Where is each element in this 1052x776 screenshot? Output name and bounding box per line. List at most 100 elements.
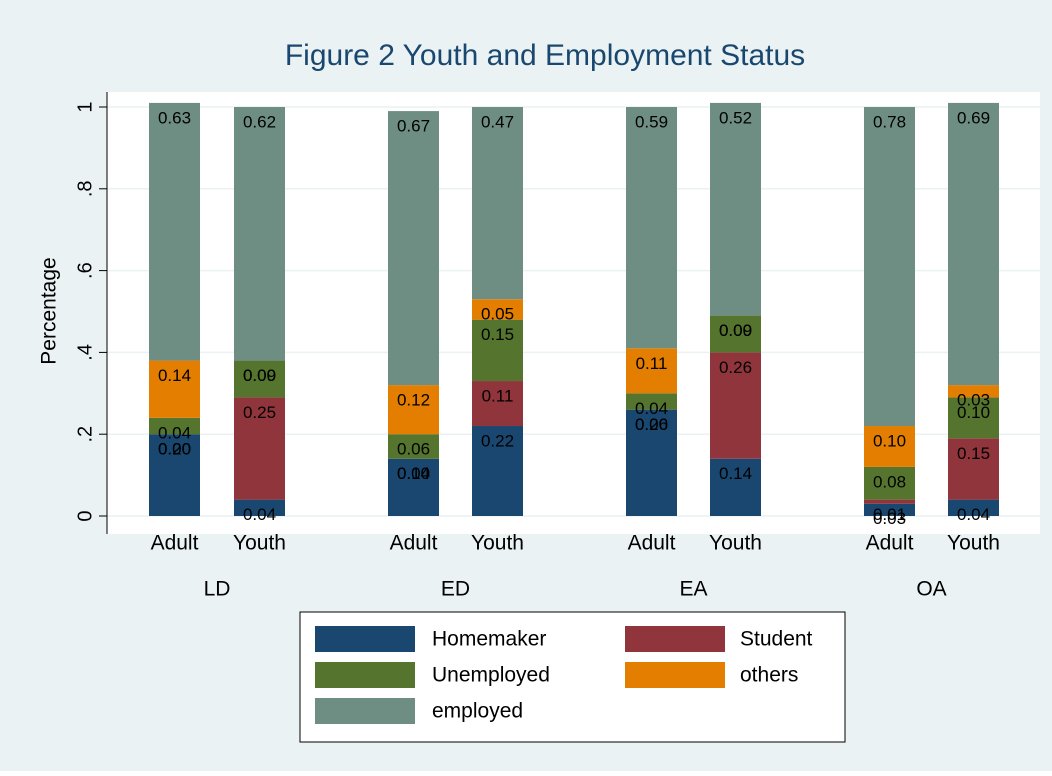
bar-segment <box>234 397 285 500</box>
bar-segment <box>864 466 915 500</box>
bar-segment <box>388 458 439 516</box>
y-tick-label: .4 <box>74 344 96 361</box>
legend-swatch <box>315 662 415 688</box>
bar-segment <box>234 499 285 516</box>
legend-label: Unemployed <box>432 664 550 687</box>
value-label: 0.63 <box>158 108 191 127</box>
value-label: 0.20 <box>158 440 191 459</box>
y-tick-label: .6 <box>74 262 96 279</box>
value-label: 0.04 <box>158 423 191 442</box>
bar-segment <box>388 434 439 459</box>
value-label: 0.26 <box>719 358 752 377</box>
value-label: 0.22 <box>481 432 514 451</box>
y-axis-label: Percentage <box>38 257 61 364</box>
legend-label: employed <box>432 700 523 723</box>
value-label: 0.15 <box>481 325 514 344</box>
value-label: 0.03 <box>957 391 990 410</box>
bar-segment <box>948 385 999 398</box>
bar-segment <box>948 102 999 386</box>
value-label: 0.04 <box>635 399 668 418</box>
group-label: OA <box>916 578 946 601</box>
value-label: 0.01 <box>873 505 906 524</box>
group-label: EA <box>679 578 707 601</box>
bar-segment <box>626 107 677 349</box>
y-tick-label: .2 <box>74 426 96 443</box>
value-label: 0.03 <box>873 509 906 528</box>
value-label: 0.47 <box>481 112 514 131</box>
x-tick-label: Adult <box>151 532 199 555</box>
bar-segment <box>626 393 677 410</box>
value-label: 0.09 <box>243 366 276 385</box>
value-label: 0.05 <box>481 305 514 324</box>
value-label: 0.15 <box>957 444 990 463</box>
x-tick-label: Youth <box>709 532 762 555</box>
chart-title: Figure 2 Youth and Employment Status <box>285 39 805 72</box>
value-label: 0.04 <box>243 505 276 524</box>
value-label: 0.59 <box>635 112 668 131</box>
bar-segment <box>472 319 523 382</box>
bar-segment <box>472 107 523 300</box>
bar-segment <box>948 499 999 516</box>
bar-segment <box>234 360 285 398</box>
x-tick-label: Youth <box>947 532 1000 555</box>
bar-segment <box>472 299 523 320</box>
x-tick-label: Youth <box>233 532 286 555</box>
bar-segment <box>710 458 761 516</box>
legend-swatch <box>625 662 725 688</box>
bar-segment <box>626 348 677 394</box>
value-label: 0.10 <box>957 403 990 422</box>
value-label: 0.00 <box>635 415 668 434</box>
bar-segment <box>234 107 285 361</box>
value-label: 0.00 <box>158 440 191 459</box>
value-label: 0.06 <box>397 440 430 459</box>
legend-label: others <box>740 664 798 687</box>
legend-swatch <box>315 698 415 724</box>
value-label: 0.08 <box>873 472 906 491</box>
bar-segment <box>710 102 761 316</box>
value-label: 0.14 <box>158 366 191 385</box>
bar-segment <box>948 438 999 500</box>
bar-segment <box>864 426 915 467</box>
bar-segment <box>710 352 761 459</box>
value-label: 0.00 <box>397 464 430 483</box>
legend-swatch <box>625 626 725 652</box>
bar-segment <box>626 409 677 516</box>
bar-segment <box>149 102 200 361</box>
value-label: 0.14 <box>397 464 430 483</box>
x-tick-label: Youth <box>471 532 524 555</box>
group-label: ED <box>441 578 470 601</box>
bar-segment <box>472 426 523 516</box>
group-label: LD <box>204 578 231 601</box>
x-tick-label: Adult <box>390 532 438 555</box>
legend-swatch <box>315 626 415 652</box>
bar-segment <box>710 315 761 353</box>
value-label: 0.09 <box>719 321 752 340</box>
bar-segment <box>864 107 915 427</box>
value-label: 0.04 <box>957 505 990 524</box>
value-label: 0.00 <box>243 366 276 385</box>
bar-segment <box>948 397 999 439</box>
x-tick-label: Adult <box>628 532 676 555</box>
value-label: 0.11 <box>636 354 668 373</box>
y-tick-label: 0 <box>74 510 96 521</box>
bar-segment <box>864 503 915 516</box>
legend-label: Homemaker <box>432 628 546 651</box>
value-label: 0.12 <box>397 391 430 410</box>
bar-segment <box>864 499 915 504</box>
bar-segment <box>388 385 439 435</box>
bar-segment <box>149 434 200 516</box>
bar-segment <box>149 360 200 418</box>
y-tick-label: 1 <box>74 101 96 112</box>
value-label: 0.00 <box>719 321 752 340</box>
bar-segment <box>472 381 523 427</box>
y-tick-label: .8 <box>74 180 96 197</box>
value-label: 0.78 <box>873 112 906 131</box>
bar-segment <box>149 417 200 435</box>
value-label: 0.67 <box>397 117 430 136</box>
value-label: 0.26 <box>635 415 668 434</box>
value-label: 0.10 <box>873 432 906 451</box>
value-label: 0.62 <box>243 112 276 131</box>
bar-segment <box>388 111 439 386</box>
value-label: 0.25 <box>243 403 276 422</box>
